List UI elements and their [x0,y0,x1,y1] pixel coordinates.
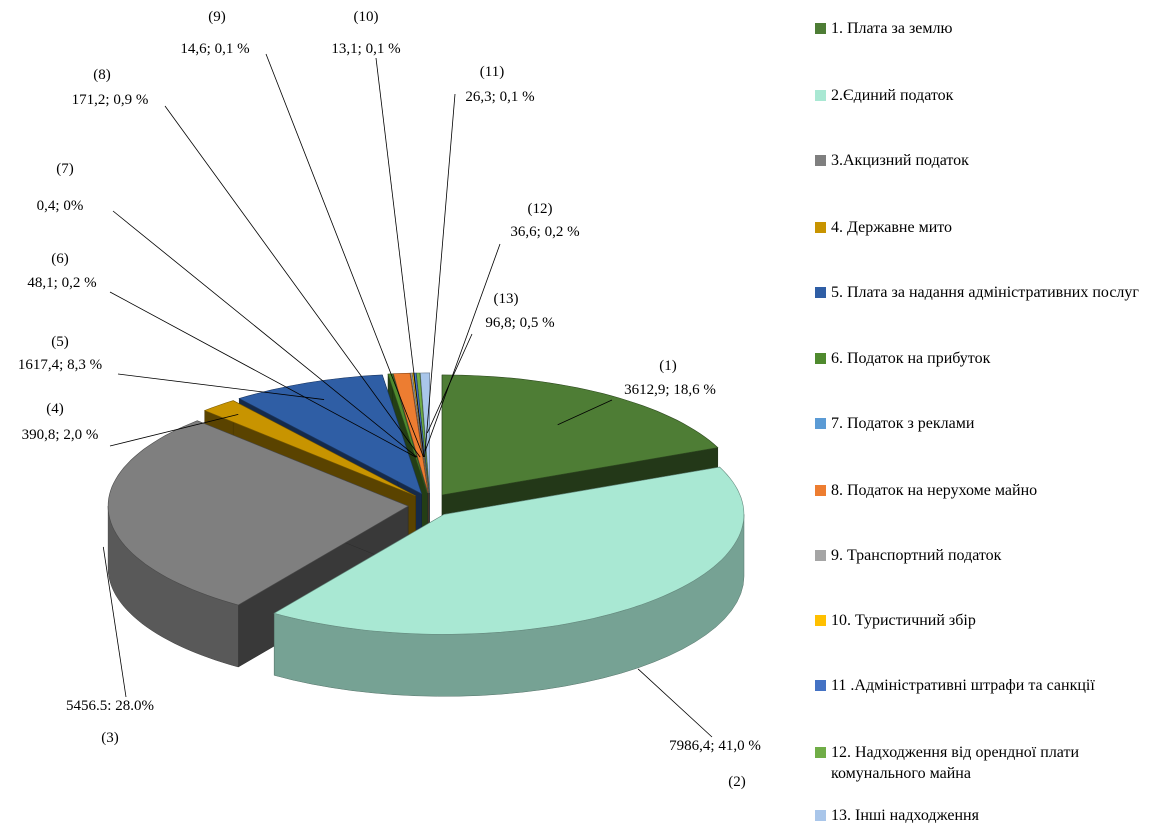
slice-number: (7) [56,161,74,177]
leader-line [265,53,424,458]
slice [273,466,745,635]
legend-item: 8. Податок на нерухоме майно [815,480,1159,501]
legend-swatch [815,90,826,101]
chart: (1) 3612,9; 18,6 % (2) 7986,4; 41,0 % (3) 545… [18,9,761,790]
slice-number: (6) [51,251,69,267]
data-label: 390,8; 2,0 % [22,427,99,443]
data-label: 5456.5: 28.0% [66,698,154,714]
leader-line [424,93,456,457]
legend-label: 6. Податок на прибуток [831,350,991,367]
leader-line [109,291,417,458]
leader-line [117,373,325,400]
slice-number: (4) [46,401,64,417]
legend-swatch [815,615,826,626]
data-label: 171,2; 0,9 % [72,92,149,108]
legend-item: 1. Плата за землю [815,18,1159,39]
slice [441,374,719,496]
slice-number: (11) [480,64,504,80]
legend-swatch [815,810,826,821]
legend-label: 2.Єдиний податок [831,87,954,104]
data-label: 48,1; 0,2 % [27,275,96,291]
legend-item: 11 .Адміністративні штрафи та санкції [815,675,1159,696]
legend-label: 1. Плата за землю [831,20,953,37]
legend-label: 13. Інші надходження [831,807,979,824]
legend-item: 3.Акцизний податок [815,150,1159,171]
leader-line [637,668,713,738]
slice [203,400,416,497]
leader-line [424,243,501,452]
leader-line [102,546,127,698]
legend-swatch [815,680,826,691]
legend-swatch [815,155,826,166]
legend-swatch [815,485,826,496]
legend-swatch [815,23,826,34]
data-label: 1617,4; 8,3 % [18,357,102,373]
slice-number: (3) [101,730,119,746]
data-label: 3612,9; 18,6 % [624,382,716,398]
leader-line [109,414,239,447]
slice-number: (2) [728,774,746,790]
slice-number: (9) [208,9,226,25]
data-label: 14,6; 0,1 % [180,41,249,57]
legend-item: 6. Податок на прибуток [815,348,1159,369]
leader-line [164,105,421,458]
slice-number: (8) [93,67,111,83]
data-label: 7986,4; 41,0 % [669,738,761,754]
leader-line [112,210,418,458]
legend-label: 11 .Адміністративні штрафи та санкції [831,677,1095,694]
data-label: 36,6; 0,2 % [510,224,579,240]
slice-number: (12) [528,201,553,217]
data-label: 26,3; 0,1 % [465,89,534,105]
legend-item: 12. Надходження від орендної плати комун… [815,742,1159,784]
legend-swatch [815,550,826,561]
slice [387,373,428,494]
legend-item: 7. Податок з реклами [815,413,1159,434]
legend-label: 12. Надходження від орендної плати комун… [831,744,1080,782]
legend-swatch [815,418,826,429]
legend-label: 5. Плата за надання адміністративних пос… [831,284,1139,301]
legend-label: 4. Державне мито [831,219,953,236]
legend-swatch [815,747,826,758]
leader-line [426,333,473,434]
slice [419,372,430,493]
slice-number: (5) [51,334,69,350]
leader-line [375,57,425,458]
legend-item: 13. Інші надходження [815,805,1159,826]
slice [238,374,423,495]
legend-label: 3.Акцизний податок [831,152,969,169]
legend-item: 5. Плата за надання адміністративних пос… [815,282,1159,303]
legend-item: 10. Туристичний збір [815,610,1159,631]
slice [410,372,429,493]
slice-number: (13) [494,291,519,307]
legend-swatch [815,222,826,233]
slice-number: (1) [659,358,677,374]
legend-label: 8. Податок на нерухоме майно [831,482,1038,499]
legend-swatch [815,287,826,298]
data-label: 0,4; 0% [37,198,84,214]
leader-line [557,399,613,426]
legend-item: 4. Державне мито [815,217,1159,238]
legend-item: 2.Єдиний податок [815,85,1159,106]
legend-label: 9. Транспортний податок [831,547,1002,564]
data-label: 13,1; 0,1 % [331,41,400,57]
data-label: 96,8; 0,5 % [485,315,554,331]
slice [107,420,409,606]
slice-number: (10) [354,9,379,25]
legend-item: 9. Транспортний податок [815,545,1159,566]
legend-label: 7. Податок з реклами [831,415,975,432]
legend-label: 10. Туристичний збір [831,612,976,629]
legend-swatch [815,353,826,364]
